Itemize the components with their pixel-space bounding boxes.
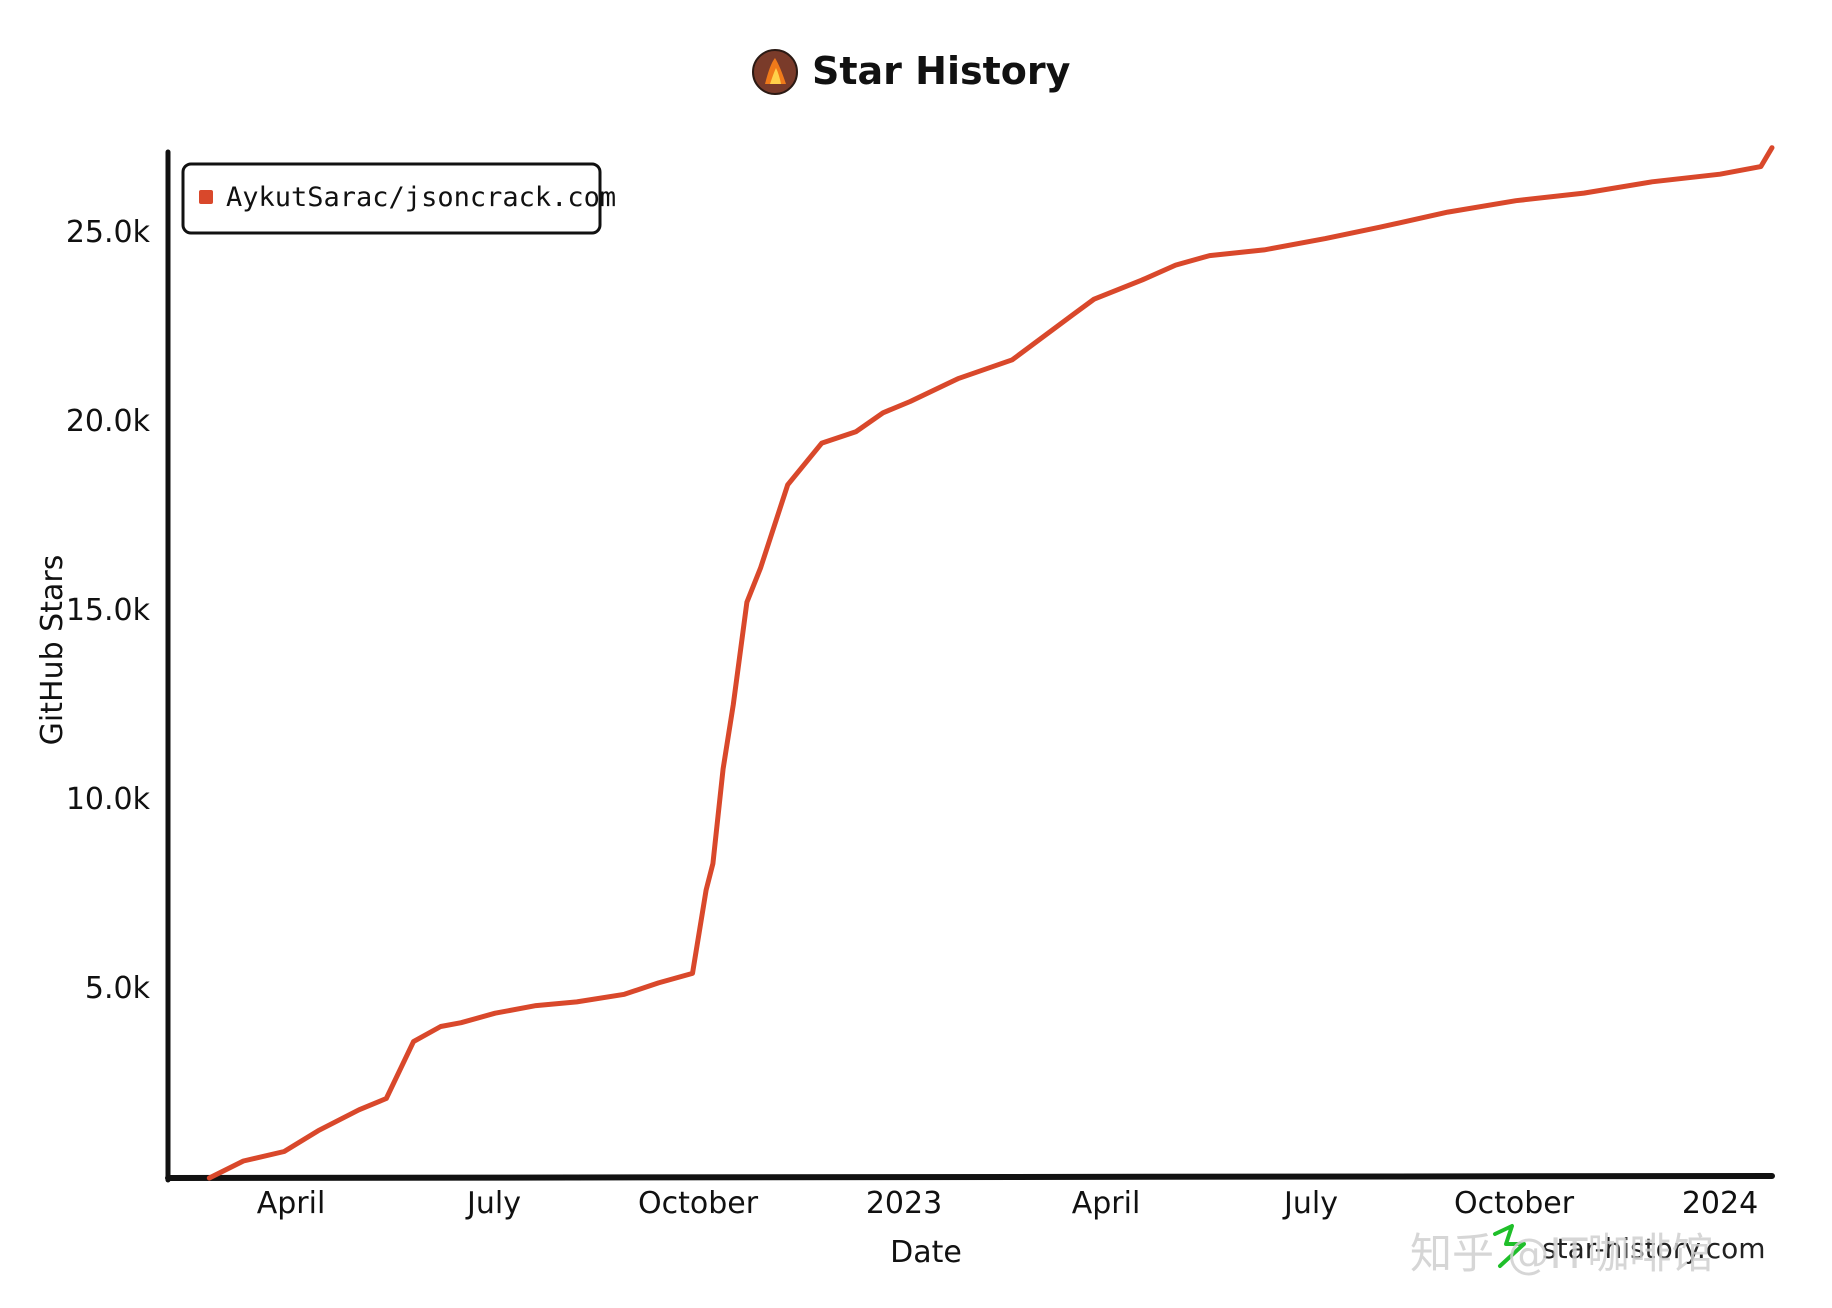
star-history-logo-icon (1493, 1224, 1526, 1268)
legend-swatch (199, 190, 213, 204)
x-tick-label-july-2023: July (1282, 1186, 1338, 1221)
x-tick-label-april-2023: April (1072, 1186, 1141, 1221)
x-tick-label-october-2023: October (1454, 1186, 1575, 1221)
x-axis-title: Date (890, 1235, 962, 1270)
y-tick-label-15k: 15.0k (66, 593, 151, 628)
legend-box (181, 162, 602, 235)
watermark-site: star-history.com (1493, 1224, 1766, 1268)
x-tick-label-october-2022: October (638, 1186, 759, 1221)
x-tick-label-april-2022: April (257, 1186, 326, 1221)
y-tick-label-25k: 25.0k (66, 215, 151, 250)
watermark-overlay-text: 知乎 @IT咖啡馆 (1410, 1229, 1713, 1278)
y-tick-label-20k: 20.0k (66, 404, 151, 439)
legend-label: AykutSarac/jsoncrack.com (226, 182, 616, 213)
series-line-jsoncrack (206, 145, 1775, 1181)
chart-title: Star History (812, 49, 1071, 93)
x-tick-label-2023: 2023 (866, 1186, 942, 1221)
x-tick-label-july-2022: July (465, 1186, 521, 1221)
y-axis-title: GitHub Stars (35, 555, 70, 746)
repo-avatar-icon (752, 49, 798, 95)
watermark-site-text: star-history.com (1542, 1232, 1766, 1265)
x-tick-label-2024: 2024 (1682, 1186, 1758, 1221)
chart-title-group: Star History (752, 49, 1071, 95)
y-tick-label-10k: 10.0k (66, 782, 151, 817)
legend: AykutSarac/jsoncrack.com (181, 162, 616, 235)
x-axis-line (165, 1173, 1775, 1181)
y-tick-label-5k: 5.0k (85, 971, 151, 1006)
